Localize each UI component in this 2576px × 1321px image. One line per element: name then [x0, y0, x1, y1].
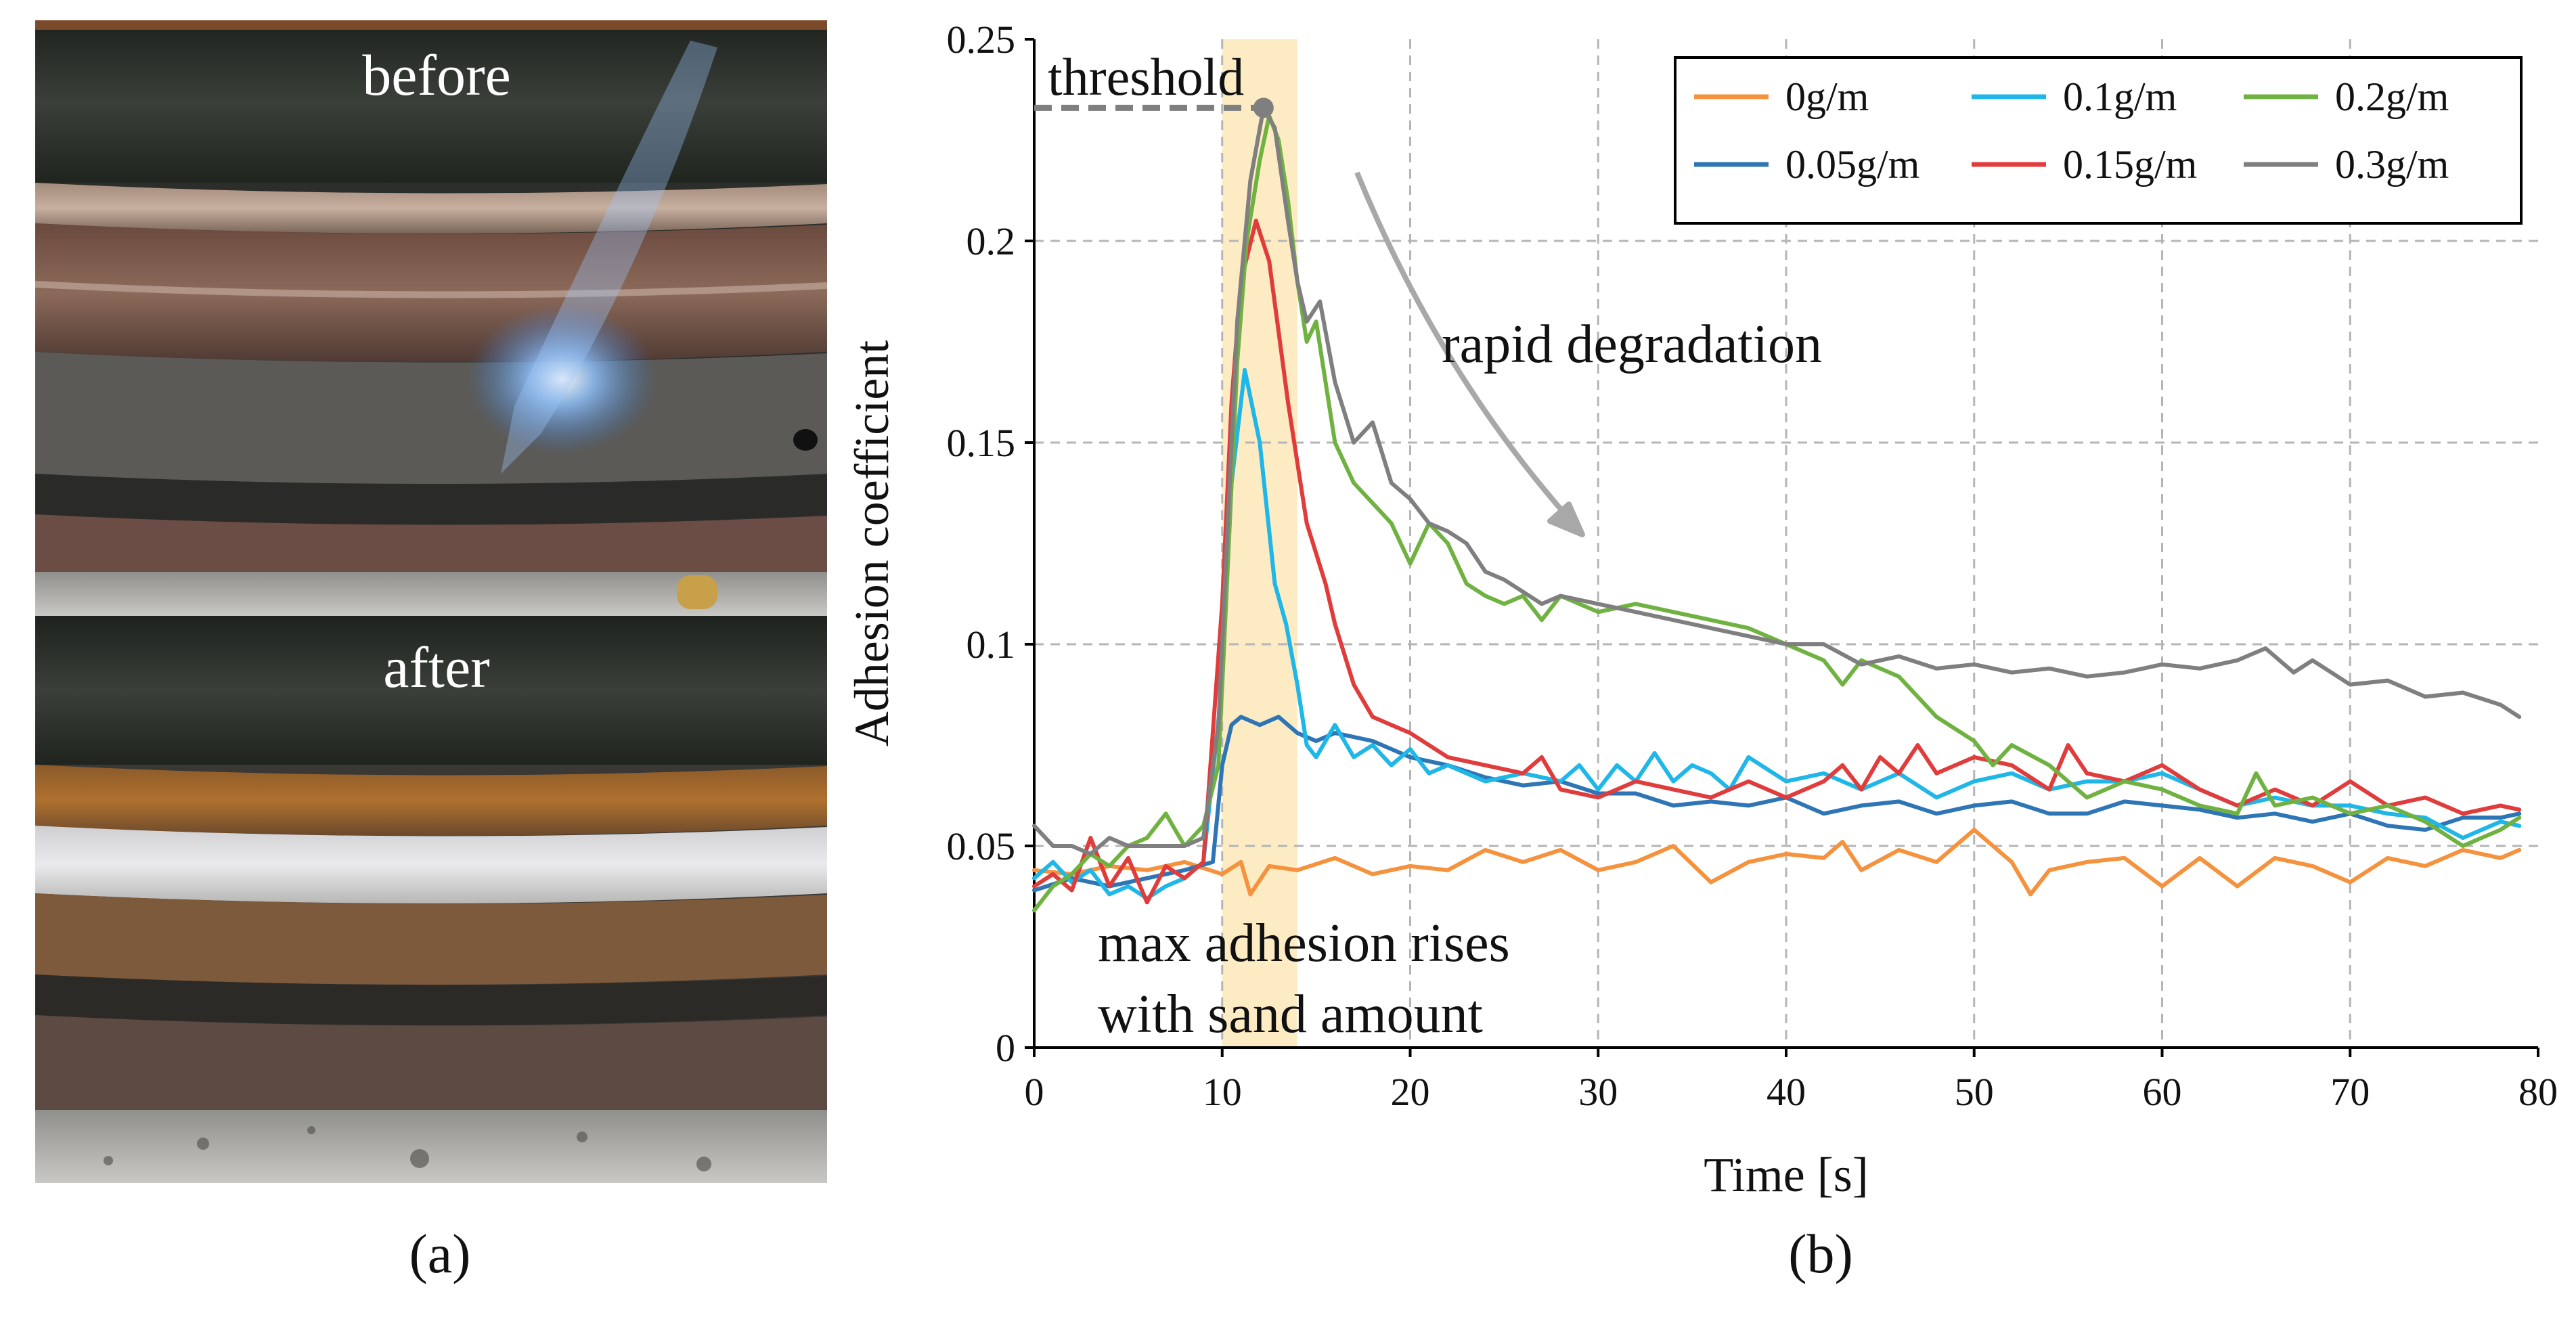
before-label: before — [362, 43, 511, 108]
legend-label: 0.05g/m — [1785, 142, 1919, 187]
x-tick-label: 30 — [1578, 1070, 1618, 1114]
legend-label: 0.3g/m — [2335, 142, 2449, 187]
legend-label: 0.2g/m — [2335, 74, 2449, 119]
y-tick-label: 0.1 — [967, 623, 1016, 667]
y-axis-title: Adhesion coefficient — [845, 340, 899, 746]
series-line-0-05g-m — [1032, 715, 2522, 893]
series-line-0g-m — [1032, 828, 2522, 897]
y-tick-label: 0.25 — [947, 18, 1016, 62]
x-tick-label: 70 — [2330, 1070, 2370, 1114]
legend-label: 0.15g/m — [2063, 142, 2197, 187]
x-tick-label: 20 — [1391, 1070, 1430, 1114]
y-tick-label: 0 — [996, 1026, 1015, 1070]
max-adhesion-label-line2: with sand amount — [1098, 985, 1483, 1044]
x-tick-label: 50 — [1955, 1070, 1994, 1114]
x-tick-label: 80 — [2518, 1070, 2558, 1114]
x-tick-label: 10 — [1203, 1070, 1242, 1114]
before-photo — [35, 20, 828, 616]
degradation-arrow — [1354, 171, 1582, 533]
x-tick-label: 60 — [2143, 1070, 2182, 1114]
legend-label: 0.1g/m — [2063, 74, 2177, 119]
caption-b: (b) — [1788, 1223, 1853, 1284]
after-label: after — [383, 635, 490, 700]
caption-a: (a) — [409, 1223, 470, 1284]
y-tick-label: 0.05 — [947, 824, 1016, 868]
legend-box — [1674, 56, 2523, 225]
y-tick-label: 0.2 — [967, 219, 1016, 263]
legend-label: 0g/m — [1785, 74, 1869, 119]
x-axis-title: Time [s] — [1704, 1148, 1868, 1202]
x-tick-label: 0 — [1025, 1070, 1044, 1114]
max-adhesion-label-line1: max adhesion rises — [1098, 914, 1510, 973]
degradation-arrowhead — [1547, 501, 1585, 537]
photo-panel — [0, 0, 846, 1318]
series-line-0-15g-m — [1032, 219, 2522, 905]
adhesion-chart: 0 10 20 30 40 50 60 70 80 0 0.05 0.1 0.15 0.2 0.25 Time… — [845, 18, 2558, 1202]
y-tick-label: 0.15 — [947, 421, 1016, 465]
threshold-marker — [1253, 97, 1274, 118]
series-line-0-3g-m — [1032, 106, 2522, 856]
rapid-degradation-label: rapid degradation — [1442, 315, 1822, 374]
after-photo — [35, 616, 827, 1183]
x-tick-label: 40 — [1767, 1070, 1806, 1114]
threshold-label: threshold — [1048, 47, 1244, 106]
